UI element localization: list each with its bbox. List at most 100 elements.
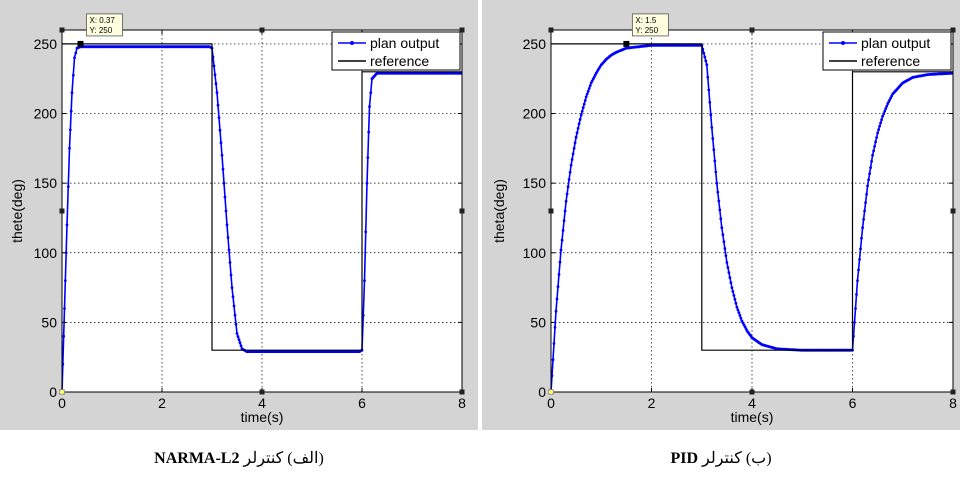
data-point — [723, 247, 727, 251]
data-point — [865, 192, 868, 196]
data-point — [561, 229, 565, 232]
x-tick-label: 2 — [648, 395, 656, 411]
data-point — [724, 254, 728, 257]
caption-narma-l2: (الف) کنترلر NARMA-L2 — [0, 448, 478, 468]
data-point — [238, 341, 242, 345]
data-point — [710, 126, 714, 129]
data-point — [855, 293, 858, 296]
resize-handle — [59, 208, 65, 214]
x-tick-label: 0 — [58, 395, 66, 411]
data-point — [69, 109, 73, 113]
data-point — [739, 316, 743, 320]
y-tick-label: 0 — [49, 384, 57, 400]
data-point — [558, 260, 562, 264]
data-point — [703, 55, 707, 59]
x-tick-label: 8 — [458, 395, 466, 411]
data-point — [733, 297, 737, 301]
data-point — [214, 82, 218, 86]
data-point — [873, 145, 876, 148]
data-point — [870, 160, 873, 163]
data-point — [866, 184, 869, 188]
datatip-marker — [77, 40, 84, 47]
data-point — [875, 136, 878, 139]
legend-marker — [350, 41, 354, 45]
data-point — [588, 84, 592, 88]
data-point — [583, 99, 587, 102]
origin-marker — [59, 389, 65, 395]
data-point — [581, 106, 585, 110]
datatip-marker — [623, 40, 630, 47]
data-point — [706, 75, 710, 79]
data-point — [364, 230, 368, 234]
data-point — [863, 209, 866, 213]
resize-handle — [259, 27, 265, 33]
data-point — [363, 279, 366, 282]
data-point — [731, 290, 735, 293]
y-tick-label: 50 — [41, 314, 57, 330]
legend-label: reference — [370, 53, 429, 69]
data-point — [555, 297, 559, 301]
data-point — [732, 294, 736, 297]
data-point — [65, 223, 69, 227]
data-point — [707, 88, 711, 92]
legend-marker — [841, 41, 845, 45]
data-point — [584, 95, 588, 99]
x-tick-label: 0 — [547, 395, 555, 411]
chart-pid: 0 2 4 6 8 0 50 100 150 200 250 time(s) theta(deg) pla… — [491, 13, 957, 425]
data-point — [74, 51, 78, 55]
data-point — [68, 128, 72, 132]
data-point — [586, 89, 590, 93]
data-point — [709, 113, 713, 117]
x-tick-label: 2 — [158, 395, 166, 411]
y-tick-label: 50 — [530, 314, 546, 330]
data-point — [239, 344, 243, 348]
data-point — [235, 332, 239, 335]
data-point — [368, 105, 371, 108]
data-point — [63, 279, 67, 282]
data-point — [702, 51, 706, 55]
data-point — [882, 112, 886, 116]
x-tick-label: 4 — [258, 395, 266, 411]
legend-label: reference — [861, 53, 920, 69]
data-point — [737, 311, 741, 314]
data-point — [560, 238, 564, 242]
data-point — [223, 195, 227, 199]
chart-narma-l2: 0 2 4 6 8 0 50 100 150 200 250 time(s) thete(deg) pla… — [9, 13, 466, 425]
resize-handle — [548, 208, 554, 214]
legend-box — [822, 31, 952, 71]
y-axis-label: thete(deg) — [9, 179, 25, 243]
data-point — [230, 286, 234, 289]
data-point — [705, 63, 709, 67]
data-point — [556, 285, 560, 289]
y-tick-label: 100 — [34, 245, 58, 261]
series-line — [551, 43, 953, 351]
y-tick-label: 150 — [34, 175, 58, 191]
data-point — [216, 103, 220, 107]
data-point — [580, 109, 584, 113]
caption-bold: PID — [670, 450, 699, 467]
resize-handle — [950, 27, 956, 33]
caption-bold: NARMA-L2 — [154, 450, 240, 467]
data-point — [66, 185, 70, 189]
data-point — [573, 141, 577, 145]
data-point — [885, 104, 889, 108]
resize-handle — [259, 389, 265, 395]
data-point — [871, 153, 874, 157]
data-point — [566, 185, 570, 189]
x-tick-label: 4 — [748, 395, 756, 411]
data-point — [571, 152, 575, 156]
x-tick-label: 6 — [849, 395, 857, 411]
data-point — [582, 102, 586, 106]
data-point — [735, 305, 739, 309]
resize-handle — [950, 389, 956, 395]
data-point — [212, 64, 216, 68]
data-point — [236, 335, 240, 338]
data-point — [708, 101, 712, 104]
data-point — [575, 131, 579, 135]
series-line — [61, 45, 462, 393]
data-point — [728, 276, 732, 279]
chart-panel-pid: 0 2 4 6 8 0 50 100 150 200 250 time(s) theta(deg) pla… — [482, 0, 960, 430]
data-point — [576, 126, 580, 130]
legend-label: plan output — [861, 35, 930, 51]
data-point — [568, 170, 572, 174]
